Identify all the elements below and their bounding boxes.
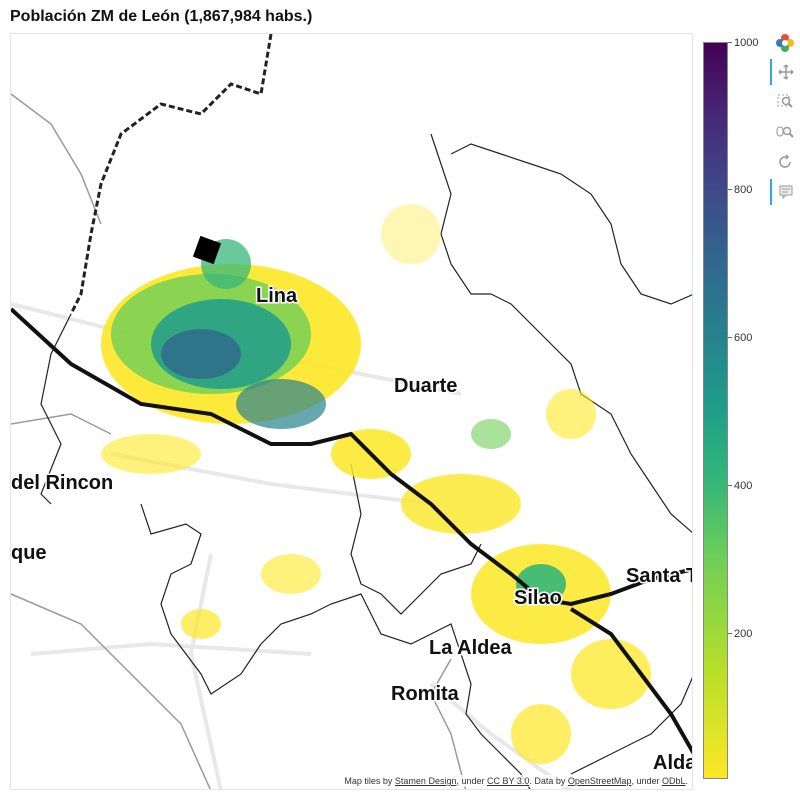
highways: [11, 93, 467, 789]
box-zoom-icon[interactable]: [770, 89, 800, 115]
colorbar-tick-mark: [728, 42, 732, 43]
colorbar-tick-200: 200: [734, 628, 753, 640]
map-attribution: Map tiles by Stamen Design, under CC BY …: [342, 775, 690, 787]
wheel-zoom-icon[interactable]: [770, 119, 800, 145]
state-boundary: [69, 34, 273, 315]
colorbar-tick-400: 400: [734, 480, 753, 492]
place-alda: Alda: [653, 752, 693, 774]
attribution-text: , under: [456, 776, 487, 786]
place-lina: Lina: [256, 285, 298, 307]
colorbar-tick-1000: 1000: [734, 37, 759, 49]
color-bar: [703, 42, 728, 779]
map-plot-area[interactable]: Lina Duarte del Rincon que Silao Santa T…: [10, 33, 693, 790]
attribution-text: .: [685, 776, 688, 786]
attribution-text: . Data by: [529, 776, 568, 786]
pan-icon[interactable]: [770, 59, 800, 85]
place-silao: Silao: [514, 587, 562, 609]
colorbar-tick-600: 600: [734, 332, 753, 344]
reset-icon[interactable]: [770, 149, 800, 175]
hover-icon[interactable]: [770, 179, 800, 205]
main-highway: [11, 307, 692, 607]
stamen-link[interactable]: Stamen Design: [394, 776, 457, 786]
colorbar-tick-mark: [728, 633, 732, 634]
colorbar-tick-800: 800: [734, 184, 753, 196]
place-rincon: del Rincon: [11, 472, 113, 494]
cc-link[interactable]: CC BY 3.0: [487, 776, 530, 786]
map-canvas: Lina Duarte del Rincon que Silao Santa T…: [11, 34, 693, 789]
place-santa: Santa T: [626, 565, 693, 587]
colorbar-tick-mark: [728, 189, 732, 190]
attribution-prefix: Map tiles by: [344, 776, 395, 786]
place-romita: Romita: [391, 683, 460, 705]
colorbar-tick-mark: [728, 337, 732, 338]
place-aldea: La Aldea: [429, 637, 512, 659]
osm-link[interactable]: OpenStreetMap: [567, 776, 632, 786]
colorbar-tick-mark: [728, 485, 732, 486]
attribution-text: , under: [631, 776, 662, 786]
railway: [569, 607, 692, 755]
place-duarte: Duarte: [394, 375, 457, 397]
page-title: Población ZM de León (1,867,984 habs.): [10, 8, 313, 25]
bokeh-logo-icon[interactable]: [770, 30, 800, 56]
place-que: que: [11, 542, 47, 564]
population-density: [101, 204, 651, 764]
odbl-link[interactable]: ODbL: [661, 776, 686, 786]
